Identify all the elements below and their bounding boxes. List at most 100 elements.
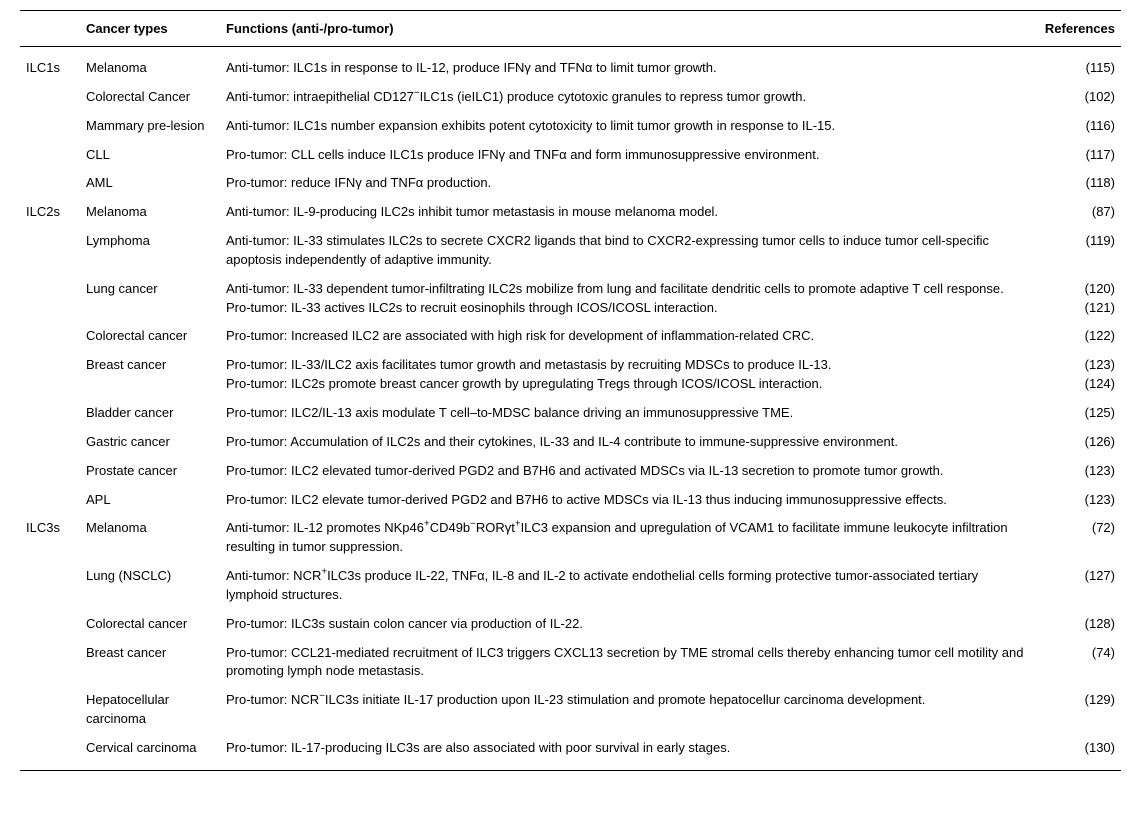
functions-cell: Anti-tumor: IL-33 stimulates ILC2s to se… xyxy=(220,227,1031,275)
reference-link[interactable]: (124) xyxy=(1037,375,1115,394)
group-cell xyxy=(20,322,80,351)
cancer-type-cell: Melanoma xyxy=(80,514,220,562)
reference-link[interactable]: (125) xyxy=(1037,404,1115,423)
group-cell xyxy=(20,83,80,112)
group-cell: ILC3s xyxy=(20,514,80,562)
group-cell: ILC1s xyxy=(20,47,80,83)
references-cell: (126) xyxy=(1031,428,1121,457)
table-row: Gastric cancerPro-tumor: Accumulation of… xyxy=(20,428,1121,457)
reference-link[interactable]: (123) xyxy=(1037,491,1115,510)
reference-link[interactable]: (121) xyxy=(1037,299,1115,318)
group-cell xyxy=(20,275,80,323)
function-line: Pro-tumor: IL-33/ILC2 axis facilitates t… xyxy=(226,356,1025,375)
group-cell xyxy=(20,639,80,687)
reference-link[interactable]: (120) xyxy=(1037,280,1115,299)
functions-cell: Pro-tumor: CLL cells induce ILC1s produc… xyxy=(220,141,1031,170)
cancer-type-cell: Hepatocellular carcinoma xyxy=(80,686,220,734)
table-body: ILC1sMelanomaAnti-tumor: ILC1s in respon… xyxy=(20,47,1121,771)
reference-link[interactable]: (130) xyxy=(1037,739,1115,758)
group-cell xyxy=(20,169,80,198)
reference-link[interactable]: (119) xyxy=(1037,232,1115,251)
functions-cell: Pro-tumor: Increased ILC2 are associated… xyxy=(220,322,1031,351)
reference-link[interactable]: (123) xyxy=(1037,356,1115,375)
reference-link[interactable]: (127) xyxy=(1037,567,1115,586)
group-cell xyxy=(20,486,80,515)
reference-link[interactable]: (118) xyxy=(1037,174,1115,193)
functions-cell: Anti-tumor: IL-33 dependent tumor-infilt… xyxy=(220,275,1031,323)
references-cell: (129) xyxy=(1031,686,1121,734)
references-cell: (115) xyxy=(1031,47,1121,83)
function-line: Pro-tumor: IL-33 actives ILC2s to recrui… xyxy=(226,299,1025,318)
references-cell: (120)(121) xyxy=(1031,275,1121,323)
table-row: LymphomaAnti-tumor: IL-33 stimulates ILC… xyxy=(20,227,1121,275)
table-row: AMLPro-tumor: reduce IFNγ and TNFα produ… xyxy=(20,169,1121,198)
functions-cell: Anti-tumor: NCR+ILC3s produce IL-22, TNF… xyxy=(220,562,1031,610)
function-line: Anti-tumor: IL-33 dependent tumor-infilt… xyxy=(226,280,1025,299)
table-row: Breast cancerPro-tumor: CCL21-mediated r… xyxy=(20,639,1121,687)
reference-link[interactable]: (74) xyxy=(1037,644,1115,663)
reference-link[interactable]: (126) xyxy=(1037,433,1115,452)
references-cell: (102) xyxy=(1031,83,1121,112)
group-cell xyxy=(20,399,80,428)
table-row: Mammary pre-lesionAnti-tumor: ILC1s numb… xyxy=(20,112,1121,141)
references-cell: (125) xyxy=(1031,399,1121,428)
reference-link[interactable]: (102) xyxy=(1037,88,1115,107)
table-row: Lung cancerAnti-tumor: IL-33 dependent t… xyxy=(20,275,1121,323)
table-row: Lung (NSCLC)Anti-tumor: NCR+ILC3s produc… xyxy=(20,562,1121,610)
reference-link[interactable]: (128) xyxy=(1037,615,1115,634)
group-cell: ILC2s xyxy=(20,198,80,227)
references-cell: (123) xyxy=(1031,486,1121,515)
reference-link[interactable]: (123) xyxy=(1037,462,1115,481)
cancer-type-cell: Gastric cancer xyxy=(80,428,220,457)
references-cell: (119) xyxy=(1031,227,1121,275)
table-row: Colorectal cancerPro-tumor: Increased IL… xyxy=(20,322,1121,351)
cancer-type-cell: Cervical carcinoma xyxy=(80,734,220,770)
reference-link[interactable]: (87) xyxy=(1037,203,1115,222)
table-row: Cervical carcinomaPro-tumor: IL-17-produ… xyxy=(20,734,1121,770)
reference-link[interactable]: (122) xyxy=(1037,327,1115,346)
function-line: Pro-tumor: ILC2s promote breast cancer g… xyxy=(226,375,1025,394)
cancer-type-cell: Breast cancer xyxy=(80,351,220,399)
ilc-cancer-table: Cancer types Functions (anti-/pro-tumor)… xyxy=(20,10,1121,771)
table-row: Colorectal cancerPro-tumor: ILC3s sustai… xyxy=(20,610,1121,639)
reference-link[interactable]: (117) xyxy=(1037,146,1115,165)
references-cell: (117) xyxy=(1031,141,1121,170)
references-cell: (72) xyxy=(1031,514,1121,562)
references-cell: (122) xyxy=(1031,322,1121,351)
group-cell xyxy=(20,141,80,170)
references-cell: (130) xyxy=(1031,734,1121,770)
functions-cell: Pro-tumor: reduce IFNγ and TNFα producti… xyxy=(220,169,1031,198)
cancer-type-cell: Colorectal cancer xyxy=(80,322,220,351)
table-header-row: Cancer types Functions (anti-/pro-tumor)… xyxy=(20,11,1121,47)
functions-cell: Pro-tumor: CCL21-mediated recruitment of… xyxy=(220,639,1031,687)
cancer-type-cell: Colorectal cancer xyxy=(80,610,220,639)
group-cell xyxy=(20,428,80,457)
table-row: Colorectal CancerAnti-tumor: intraepithe… xyxy=(20,83,1121,112)
cancer-type-cell: Mammary pre-lesion xyxy=(80,112,220,141)
functions-cell: Pro-tumor: ILC2 elevated tumor-derived P… xyxy=(220,457,1031,486)
group-cell xyxy=(20,610,80,639)
header-group xyxy=(20,11,80,47)
references-cell: (127) xyxy=(1031,562,1121,610)
table-row: ILC2sMelanomaAnti-tumor: IL-9-producing … xyxy=(20,198,1121,227)
header-functions: Functions (anti-/pro-tumor) xyxy=(220,11,1031,47)
references-cell: (87) xyxy=(1031,198,1121,227)
group-cell xyxy=(20,112,80,141)
cancer-type-cell: Melanoma xyxy=(80,198,220,227)
reference-link[interactable]: (115) xyxy=(1037,59,1115,78)
references-cell: (123)(124) xyxy=(1031,351,1121,399)
functions-cell: Anti-tumor: IL-9-producing ILC2s inhibit… xyxy=(220,198,1031,227)
table-row: ILC1sMelanomaAnti-tumor: ILC1s in respon… xyxy=(20,47,1121,83)
functions-cell: Pro-tumor: ILC3s sustain colon cancer vi… xyxy=(220,610,1031,639)
cancer-type-cell: Lymphoma xyxy=(80,227,220,275)
references-cell: (123) xyxy=(1031,457,1121,486)
group-cell xyxy=(20,734,80,770)
reference-link[interactable]: (72) xyxy=(1037,519,1115,538)
reference-link[interactable]: (129) xyxy=(1037,691,1115,710)
functions-cell: Pro-tumor: ILC2/IL-13 axis modulate T ce… xyxy=(220,399,1031,428)
reference-link[interactable]: (116) xyxy=(1037,117,1115,136)
functions-cell: Pro-tumor: Accumulation of ILC2s and the… xyxy=(220,428,1031,457)
group-cell xyxy=(20,227,80,275)
cancer-type-cell: Melanoma xyxy=(80,47,220,83)
cancer-type-cell: Bladder cancer xyxy=(80,399,220,428)
